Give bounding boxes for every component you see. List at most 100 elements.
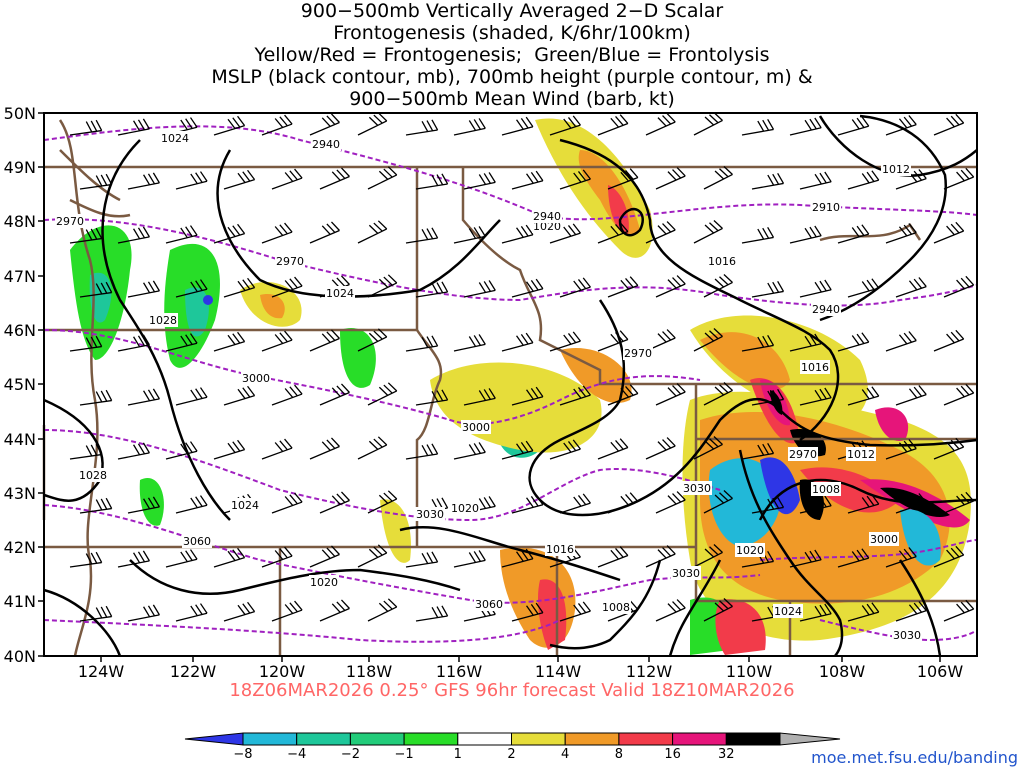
wind-barb [645, 113, 676, 136]
wind-barb [799, 603, 832, 622]
mslp-contour [43, 588, 122, 657]
wind-barb [885, 115, 917, 136]
colorbar: −8 −4 −2 −1 1 2 4 8 16 32 [184, 732, 841, 762]
height-label: 2940 [312, 138, 340, 151]
wind-barb [607, 168, 639, 190]
wind-barb [741, 442, 775, 460]
wind-barb [511, 170, 544, 190]
wind-barb [655, 275, 686, 298]
wind-barb [511, 494, 544, 514]
wind-barb [799, 495, 832, 514]
wind-barb [885, 439, 917, 460]
wind-barb [559, 601, 591, 622]
wind-barb [693, 220, 723, 244]
mslp-label-bg [773, 604, 803, 618]
wind-barb [117, 226, 150, 244]
wind-barb [895, 169, 927, 190]
height-label: 2910 [812, 201, 840, 214]
mslp-label-bg [78, 468, 108, 482]
colorbar-swatch [725, 732, 781, 746]
colorbar-swatch [242, 732, 298, 746]
wind-barb [885, 331, 917, 352]
shade-red [715, 599, 766, 655]
wind-barb [885, 547, 917, 568]
wind-barb [933, 329, 965, 352]
wind-barb [69, 227, 103, 244]
height-label-bg [811, 200, 841, 214]
wind-barb [645, 437, 676, 460]
mslp-label-bg [450, 501, 480, 515]
lat-label: 40N [4, 647, 36, 666]
wind-barb [789, 225, 822, 244]
lon-label: 112W [626, 662, 673, 681]
wind-barb [405, 227, 439, 244]
wind-barb [559, 385, 591, 406]
wind-barb [453, 550, 486, 568]
wind-barb [559, 169, 591, 190]
wind-barb [453, 334, 486, 352]
wind-barb [895, 277, 927, 298]
wind-barb [213, 547, 246, 568]
height-label: 2970 [789, 448, 817, 461]
wind-barb [319, 599, 350, 622]
shade-teal [185, 287, 209, 337]
mslp-label: 1024 [326, 287, 354, 300]
wind-barb [309, 221, 340, 244]
wind-barb [895, 493, 927, 514]
wind-barb [703, 490, 733, 514]
credit-url: moe.met.fsu.edu/banding [811, 748, 1018, 767]
mslp-contour [549, 559, 662, 650]
height-label-bg [788, 447, 818, 461]
wind-barb [847, 278, 880, 298]
lon-label: 124W [78, 662, 125, 681]
forecast-valid-label: 18Z06MAR2026 0.25° GFS 96hr forecast Val… [229, 680, 795, 701]
height-contour [43, 429, 721, 522]
mslp-label: 1020 [736, 544, 764, 557]
wind-barb [79, 497, 113, 514]
wind-barb [645, 221, 676, 244]
colorbar-swatch [403, 732, 459, 746]
wind-barb [127, 604, 160, 622]
wind-barb [847, 494, 880, 514]
wind-barb [693, 436, 723, 460]
mslp-contour [559, 138, 840, 442]
wind-barb [501, 116, 534, 136]
height-label: 3060 [183, 535, 211, 548]
lon-label: 120W [259, 662, 306, 681]
lat-label: 48N [4, 212, 36, 231]
height-label: 2940 [533, 210, 561, 223]
wind-barb [223, 169, 256, 190]
wind-barb [693, 544, 723, 568]
mslp-label: 1024 [231, 499, 259, 512]
mslp-label-bg [735, 543, 765, 557]
height-contour [43, 329, 701, 425]
colorbar-tick-label: 4 [561, 747, 569, 762]
mslp-contour [898, 559, 942, 657]
wind-barb [847, 170, 880, 190]
colorbar-tick-label: 32 [718, 747, 735, 762]
wind-barb [271, 600, 303, 622]
wind-barb [117, 442, 150, 460]
mslp-label-bg [309, 575, 339, 589]
wind-barb [165, 333, 198, 352]
wind-barb [271, 384, 303, 406]
wind-barb [175, 603, 208, 622]
shade-teal [89, 272, 112, 323]
wind-barb [357, 436, 388, 460]
wind-barb [309, 329, 340, 352]
wind-barb [645, 545, 676, 568]
height-label: 3000 [242, 372, 270, 385]
shade-red [800, 467, 900, 513]
wind-barb [69, 443, 103, 460]
mslp-contour [819, 114, 948, 322]
wind-barb [559, 493, 591, 514]
height-label-bg [182, 534, 212, 548]
height-contour [43, 619, 561, 643]
title-line-1: 900−500mb Vertically Averaged 2−D Scalar [300, 0, 724, 22]
mslp-label-bg [160, 131, 190, 145]
wind-barb [175, 171, 208, 190]
shade-red [608, 185, 629, 235]
colorbar-tick-label: 1 [454, 747, 462, 762]
wind-barb [501, 548, 534, 568]
wind-barb [127, 280, 160, 298]
